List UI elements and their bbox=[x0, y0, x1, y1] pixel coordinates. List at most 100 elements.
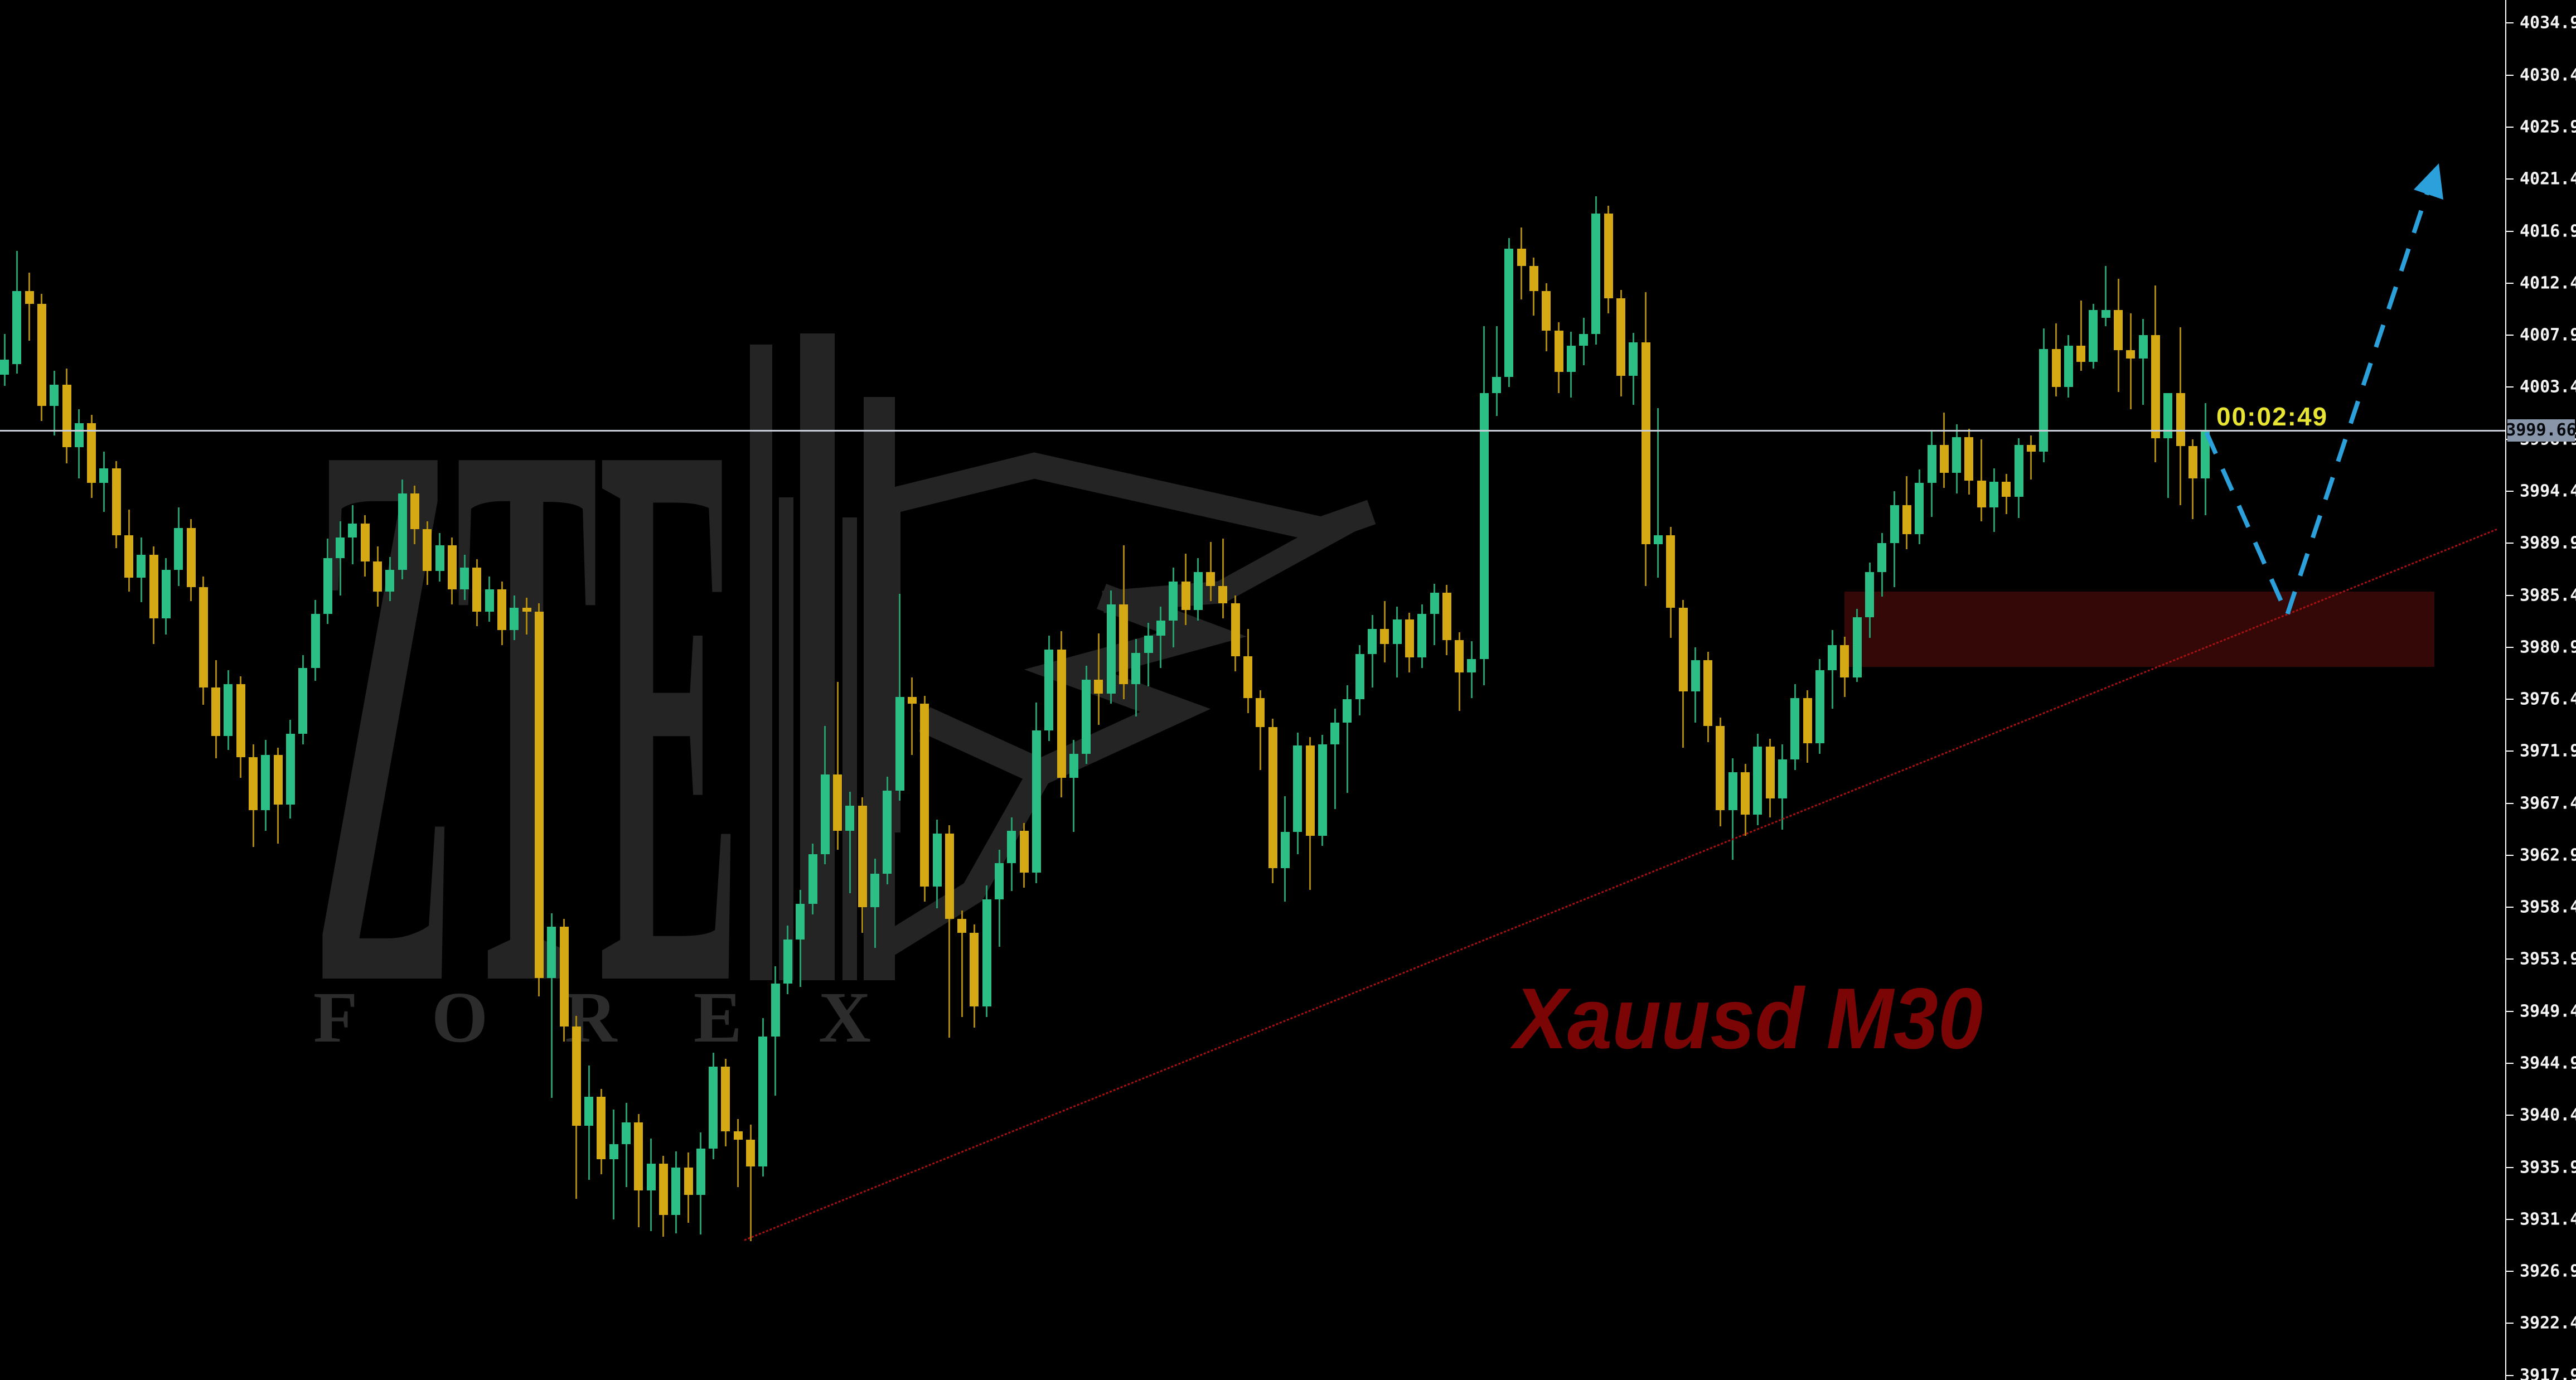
bear-candle-body bbox=[920, 704, 929, 887]
bull-candle-body bbox=[1280, 832, 1290, 868]
axis-tick-mark bbox=[2505, 958, 2514, 960]
bear-candle-body bbox=[970, 932, 979, 1007]
bull-candle-body bbox=[796, 903, 805, 940]
trendline[interactable] bbox=[744, 528, 2497, 1241]
axis-tick-label: 3949.40 bbox=[2520, 1001, 2576, 1021]
axis-tick-label: 3994.40 bbox=[2520, 481, 2576, 501]
axis-tick-label: 4003.40 bbox=[2520, 377, 2576, 397]
bear-candle-body bbox=[249, 757, 258, 811]
bear-candle-body bbox=[2076, 345, 2086, 362]
bull-candle-body bbox=[1492, 376, 1501, 393]
candle-wick bbox=[2167, 393, 2169, 498]
bear-candle-body bbox=[62, 385, 71, 448]
bear-candle-body bbox=[957, 918, 967, 933]
bear-candle-body bbox=[1380, 628, 1389, 644]
axis-tick-label: 3926.90 bbox=[2520, 1261, 2576, 1281]
bull-candle-body bbox=[1318, 744, 1327, 836]
bull-candle-body bbox=[74, 423, 84, 448]
axis-tick-label: 3980.90 bbox=[2520, 637, 2576, 657]
bull-candle-body bbox=[1293, 745, 1302, 832]
axis-tick-mark bbox=[2505, 230, 2514, 232]
candle-wick bbox=[339, 521, 341, 595]
bull-candle-body bbox=[1417, 613, 1427, 658]
chart-surface[interactable]: ZTE F O R E X 00:02:49 Xauusd M30 bbox=[0, 0, 2506, 1380]
bull-candle-body bbox=[1790, 698, 1800, 759]
axis-tick-label: 3935.90 bbox=[2520, 1158, 2576, 1178]
bull-candle-body bbox=[758, 1037, 768, 1166]
bull-candle-body bbox=[1815, 670, 1824, 743]
watermark-bar bbox=[800, 333, 835, 980]
price-axis[interactable]: 4034.90 4030.40 4025.90 4021.40 4016.90 4012.… bbox=[2505, 0, 2576, 1380]
brand-watermark-bull-icon bbox=[875, 452, 1376, 960]
bear-candle-body bbox=[1218, 585, 1228, 604]
bear-candle-body bbox=[497, 589, 506, 630]
axis-tick-label: 3967.40 bbox=[2520, 793, 2576, 814]
bear-candle-body bbox=[87, 423, 96, 483]
candles bbox=[0, 196, 2210, 1242]
candle-wick bbox=[1073, 739, 1075, 832]
watermark-bar bbox=[779, 497, 793, 980]
axis-tick-label: 3971.90 bbox=[2520, 741, 2576, 761]
bear-candle-body bbox=[572, 1026, 581, 1126]
bear-candle-body bbox=[1057, 649, 1066, 778]
axis-tick-label: 3922.40 bbox=[2520, 1313, 2576, 1333]
bear-candle-body bbox=[1019, 831, 1029, 873]
candle-wick bbox=[2080, 300, 2082, 371]
bull-candle-body bbox=[584, 1097, 594, 1126]
bull-candle-body bbox=[845, 805, 855, 831]
bear-candle-body bbox=[1442, 593, 1451, 641]
bull-candle-body bbox=[1106, 604, 1116, 694]
candle-wick bbox=[1981, 439, 1983, 521]
bull-candle-body bbox=[820, 774, 830, 854]
bear-candle-body bbox=[273, 754, 283, 805]
bear-candle-body bbox=[1678, 608, 1688, 691]
current-price-line[interactable] bbox=[0, 429, 2505, 432]
candle-wick bbox=[625, 1102, 627, 1187]
bull-candle-body bbox=[336, 537, 345, 559]
bull-candle-body bbox=[1828, 645, 1837, 671]
candle-wick bbox=[1334, 708, 1336, 809]
bear-candle-body bbox=[1765, 747, 1775, 799]
bear-candle-body bbox=[360, 524, 370, 562]
bear-candle-body bbox=[1455, 640, 1464, 673]
bear-candle-body bbox=[1542, 291, 1551, 331]
projection-arrow-path[interactable] bbox=[2204, 170, 2437, 621]
bear-candle-body bbox=[447, 545, 457, 590]
axis-tick-mark bbox=[2505, 750, 2514, 752]
brand-watermark-text: ZTE bbox=[312, 274, 742, 1150]
axis-tick-label: 3931.40 bbox=[2520, 1209, 2576, 1229]
bull-candle-body bbox=[671, 1167, 681, 1215]
bull-candle-body bbox=[895, 696, 904, 791]
axis-tick-label: 3958.40 bbox=[2520, 897, 2576, 917]
supply-demand-zone[interactable] bbox=[1844, 592, 2434, 667]
candle-wick bbox=[613, 1109, 615, 1219]
candle-wick bbox=[2105, 265, 2107, 326]
bull-candle-body bbox=[808, 854, 817, 904]
bull-candle-body bbox=[2064, 345, 2073, 388]
bull-candle-body bbox=[1193, 572, 1203, 611]
bear-candle-body bbox=[858, 805, 867, 908]
candle-wick bbox=[2192, 439, 2194, 519]
bull-candle-body bbox=[99, 468, 109, 483]
bear-candle-body bbox=[1977, 481, 1986, 507]
candle-wick bbox=[550, 913, 553, 1098]
bull-candle-body bbox=[137, 554, 146, 578]
watermark-bar bbox=[750, 345, 772, 980]
bear-candle-body bbox=[1517, 248, 1526, 266]
bull-candle-body bbox=[1653, 535, 1663, 545]
bull-candle-body bbox=[0, 359, 9, 375]
axis-tick-label: 4034.90 bbox=[2520, 13, 2576, 33]
axis-tick-label: 3962.90 bbox=[2520, 845, 2576, 865]
bear-candle-body bbox=[373, 561, 382, 592]
axis-tick-mark bbox=[2505, 594, 2514, 596]
bull-candle-body bbox=[1915, 483, 1924, 534]
watermark-bar bbox=[842, 517, 857, 980]
candle-wick bbox=[2142, 319, 2144, 405]
bull-candle-body bbox=[1927, 445, 1936, 483]
axis-tick-mark bbox=[2505, 282, 2514, 284]
axis-tick-label: 3989.90 bbox=[2520, 533, 2576, 553]
bull-candle-body bbox=[1952, 437, 1962, 473]
bull-candle-body bbox=[1591, 214, 1601, 335]
bull-candle-body bbox=[174, 528, 183, 570]
bull-candle-body bbox=[1082, 679, 1091, 754]
